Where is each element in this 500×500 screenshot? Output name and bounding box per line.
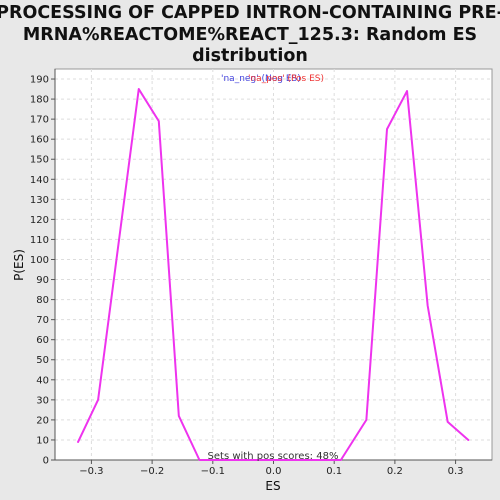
y-tick-label: 180 (30, 95, 49, 106)
y-tick-label: 160 (30, 135, 49, 146)
y-tick-label: 170 (30, 115, 49, 126)
y-tick-label: 150 (30, 155, 49, 166)
x-tick-label: −0.1 (201, 466, 225, 477)
x-tick-label: 0.3 (448, 466, 464, 477)
x-axis-ticks: −0.3 −0.2 −0.1 0.0 0.1 0.2 0.3 (79, 460, 464, 477)
y-tick-label: 10 (36, 435, 49, 446)
y-tick-label: 0 (43, 456, 49, 467)
y-tick-label: 40 (36, 375, 49, 386)
y-tick-label: 90 (36, 275, 49, 286)
x-tick-label: 0.2 (387, 466, 403, 477)
y-tick-label: 120 (30, 215, 49, 226)
legend-entry-pos: 'na_pos' (Pos ES) (248, 74, 324, 84)
y-tick-label: 110 (30, 235, 49, 246)
chart-title-line-2: MRNA%REACTOME%REACT_125.3: Random ES (23, 25, 477, 45)
y-tick-label: 190 (30, 75, 49, 86)
y-tick-label: 50 (36, 355, 49, 366)
chart-title-line-3: distribution (192, 46, 308, 66)
y-tick-label: 100 (30, 255, 49, 266)
x-tick-label: −0.2 (140, 466, 164, 477)
y-tick-label: 30 (36, 395, 49, 406)
y-tick-label: 130 (30, 195, 49, 206)
x-tick-label: 0.1 (326, 466, 342, 477)
y-axis-label: P(ES) (12, 249, 26, 281)
y-tick-label: 140 (30, 175, 49, 186)
x-tick-label: 0.0 (266, 466, 282, 477)
chart-title-line-1: PROCESSING OF CAPPED INTRON-CONTAINING P… (0, 3, 500, 23)
y-tick-label: 20 (36, 415, 49, 426)
y-tick-label: 80 (36, 295, 49, 306)
y-tick-label: 70 (36, 315, 49, 326)
series-lines (77, 88, 470, 461)
pos-scores-annotation: Sets with pos scores: 48% (208, 451, 339, 462)
x-tick-label: −0.3 (79, 466, 103, 477)
series-line (77, 88, 470, 461)
y-tick-label: 60 (36, 335, 49, 346)
y-axis-ticks: 0 10 20 30 40 50 60 70 80 90 100 110 120 130 140 150 160… (30, 75, 55, 467)
legend-entry-neg: 'na_neg' (Neg ES) (221, 74, 301, 84)
x-axis-label: ES (265, 479, 280, 493)
